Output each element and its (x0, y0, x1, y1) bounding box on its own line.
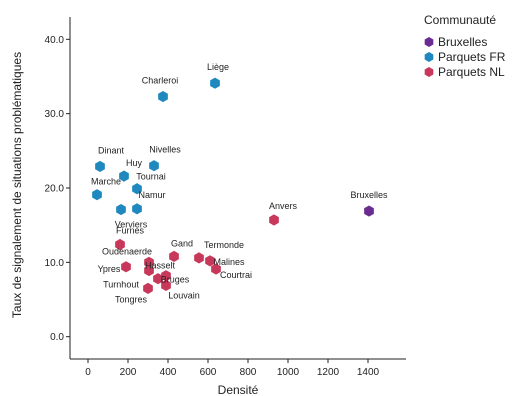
point-label-namur: Namur (138, 190, 165, 200)
point-bruxelles (364, 205, 374, 217)
point-courtrai (211, 263, 221, 275)
point-label-ypres: Ypres (98, 264, 121, 274)
point-label-verviers: Verviers (115, 220, 148, 230)
point-label-oudenaerde: Oudenaerde (102, 246, 152, 256)
point-label-hasselt: Hasselt (145, 261, 176, 271)
point-labels: Bruxelles Liège Charleroi Dinant Nivelles Huy… (91, 62, 388, 304)
y-tick-label: 0.0 (50, 332, 64, 343)
point-label-charleroi: Charleroi (142, 76, 179, 86)
point-hasselt (144, 264, 154, 277)
x-tick-label: 400 (160, 367, 177, 378)
point-louvain (161, 279, 171, 291)
data-points (92, 77, 374, 294)
legend-label-parquets-nl: Parquets NL (438, 65, 505, 79)
x-tick-label: 0 (85, 367, 91, 378)
point-charleroi (158, 90, 168, 103)
legend-label-bruxelles: Bruxelles (438, 35, 487, 49)
point-ypres (121, 261, 131, 273)
legend-marker-parquets-nl (424, 67, 434, 77)
point-label-liege: Liège (207, 62, 229, 72)
point-liege (210, 77, 220, 89)
point-label-huy: Huy (126, 158, 143, 168)
x-tick-label: 200 (120, 367, 137, 378)
point-anvers (269, 214, 279, 226)
point-label-anvers: Anvers (269, 201, 298, 211)
point-tournai (132, 183, 142, 195)
point-huy (119, 170, 129, 182)
point-furnes (115, 238, 125, 251)
point-dinant (95, 160, 105, 173)
y-tick-label: 30.0 (45, 109, 65, 120)
point-label-turnhout: Turnhout (103, 280, 139, 290)
point-label-tournai: Tournai (136, 172, 166, 182)
point-label-courtrai: Courtrai (220, 270, 252, 280)
axes: 0.0 10.0 20.0 30.0 40.0 0 200 400 600 800 1000 1200… (45, 17, 406, 378)
point-turnhout (153, 273, 163, 285)
point-oudenaerde (144, 256, 154, 268)
point-label-gand: Gand (171, 238, 193, 248)
point-label-nivelles: Nivelles (149, 145, 181, 155)
point-gand (169, 250, 179, 262)
point-label-marche: Marche (91, 177, 121, 187)
x-tick-label: 1200 (317, 367, 340, 378)
x-tick-label: 800 (240, 367, 257, 378)
point-label-tongres: Tongres (115, 294, 148, 304)
y-tick-label: 20.0 (45, 184, 65, 195)
point-label-louvain: Louvain (168, 290, 200, 300)
x-tick-label: 1000 (277, 367, 300, 378)
point-label-bruges: Bruges (161, 275, 190, 285)
point-label-dinant: Dinant (98, 145, 125, 155)
legend-marker-parquets-fr (424, 52, 434, 62)
point-malines (205, 255, 215, 267)
legend-label-parquets-fr: Parquets FR (438, 50, 506, 64)
point-label-furnes: Furnes (116, 226, 145, 236)
point-label-termonde: Termonde (204, 240, 244, 250)
point-marche (92, 189, 102, 201)
y-tick-label: 10.0 (45, 258, 65, 269)
y-tick-label: 40.0 (45, 35, 65, 46)
point-termonde (194, 252, 204, 264)
point-nivelles (149, 160, 159, 172)
point-label-bruxelles: Bruxelles (350, 190, 388, 200)
point-tongres (143, 282, 153, 294)
legend-marker-bruxelles (424, 37, 434, 47)
point-label-malines: Malines (213, 257, 245, 267)
point-verviers (116, 203, 126, 216)
legend-title: Communauté (424, 13, 496, 27)
point-bruges (161, 270, 171, 282)
x-tick-label: 600 (200, 367, 217, 378)
x-tick-label: 1400 (357, 367, 380, 378)
x-axis-title: Densité (218, 383, 259, 396)
y-axis-title: Taux de signalement de situations problé… (10, 52, 24, 318)
point-namur (132, 203, 142, 215)
